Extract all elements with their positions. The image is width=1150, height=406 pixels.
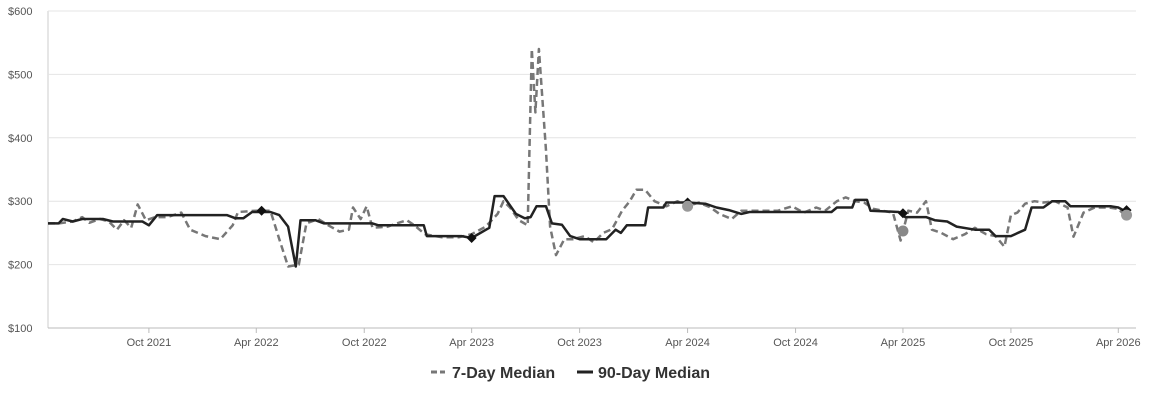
legend-item-90-day-median[interactable]: 90-Day Median <box>577 365 710 382</box>
x-tick-label: Apr 2022 <box>234 337 279 349</box>
series-line-90-day-median[interactable] <box>48 194 1128 268</box>
x-tick-label: Oct 2021 <box>127 337 172 349</box>
grid-lines <box>47 10 1136 329</box>
y-tick-label: $600 <box>8 6 32 18</box>
x-tick-label: Oct 2022 <box>342 337 387 349</box>
diamond-marker[interactable] <box>466 232 477 243</box>
circle-marker[interactable] <box>682 200 694 212</box>
legend: 7-Day Median 90-Day Median <box>431 365 710 382</box>
y-tick-label: $100 <box>8 323 32 335</box>
x-axis: Oct 2021 Apr 2022 Oct 2022 Apr 2023 Oct 2023… <box>127 328 1141 349</box>
legend-label-7-day-median: 7-Day Median <box>452 365 555 382</box>
x-tick-label: Apr 2026 <box>1096 337 1141 349</box>
x-tick-label: Oct 2025 <box>989 337 1034 349</box>
y-tick-label: $300 <box>8 196 32 208</box>
x-tick-label: Oct 2023 <box>557 337 602 349</box>
legend-item-7-day-median[interactable]: 7-Day Median <box>431 365 555 382</box>
circle-marker[interactable] <box>1121 209 1133 221</box>
y-tick-label: $500 <box>8 69 32 81</box>
x-tick-label: Oct 2024 <box>773 337 818 349</box>
chart-markers <box>256 197 1133 243</box>
x-tick-label: Apr 2023 <box>449 337 494 349</box>
circle-marker[interactable] <box>897 225 909 237</box>
diamond-marker[interactable] <box>256 205 267 216</box>
series-line-7-day-median[interactable] <box>48 47 1126 268</box>
y-tick-label: $400 <box>8 133 32 145</box>
y-axis: $100 $200 $300 $400 $500 $600 <box>8 6 32 335</box>
series-lines <box>48 47 1128 268</box>
y-tick-label: $200 <box>8 260 32 272</box>
x-tick-label: Apr 2024 <box>665 337 710 349</box>
diamond-marker[interactable] <box>897 208 908 219</box>
x-tick-label: Apr 2025 <box>881 337 926 349</box>
legend-label-90-day-median: 90-Day Median <box>598 365 710 382</box>
